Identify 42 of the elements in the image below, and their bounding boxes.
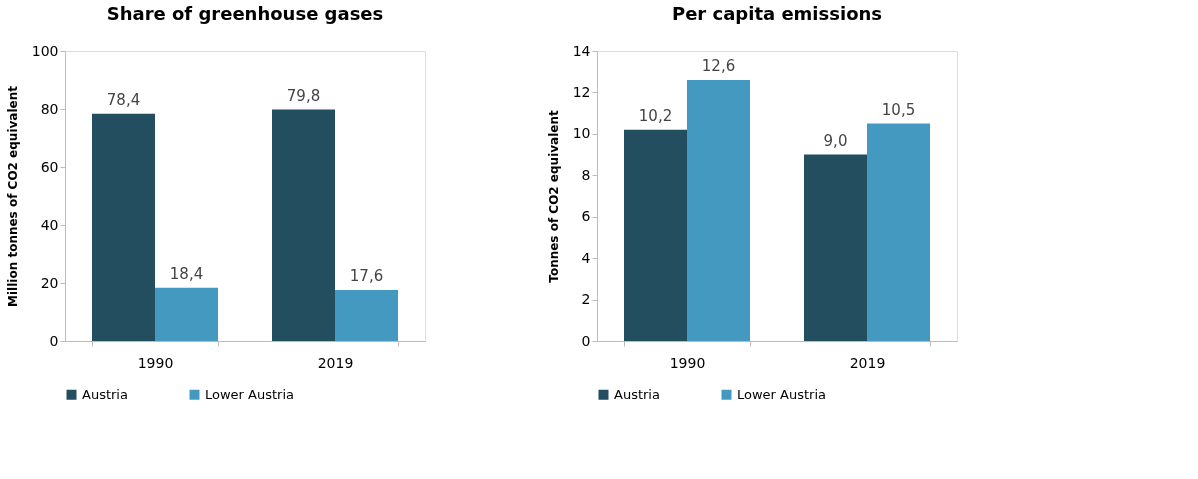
data-label: 79,8 <box>286 86 321 105</box>
legend-label: Lower Austria <box>205 386 295 402</box>
chart-title: Per capita emissions <box>671 3 883 24</box>
bar <box>92 113 155 341</box>
y-tick-label: 12 <box>572 83 591 100</box>
data-label: 17,6 <box>349 266 384 285</box>
y-tick-label: 60 <box>40 158 59 175</box>
y-tick-label: 20 <box>40 274 59 291</box>
x-tick-label: 2019 <box>317 354 354 371</box>
legend-label: Lower Austria <box>737 386 827 402</box>
x-tick-label: 1990 <box>137 354 174 371</box>
data-label: 9,0 <box>823 131 848 150</box>
x-tick-label: 1990 <box>669 354 706 371</box>
y-tick-label: 80 <box>40 100 59 117</box>
bar <box>272 109 335 341</box>
y-axis-title: Million tonnes of CO2 equivalent <box>5 85 20 307</box>
y-tick-label: 100 <box>31 42 59 59</box>
chart-title: Share of greenhouse gases <box>106 3 384 24</box>
data-label: 78,4 <box>106 90 141 109</box>
data-label: 18,4 <box>169 264 204 283</box>
y-tick-label: 14 <box>572 42 591 59</box>
bar <box>804 154 867 341</box>
y-tick-label: 0 <box>581 332 591 349</box>
bar <box>687 80 750 341</box>
bar <box>335 289 398 341</box>
y-tick-label: 4 <box>581 249 591 266</box>
data-label: 12,6 <box>701 57 736 75</box>
bar <box>867 123 930 341</box>
legend-label: Austria <box>82 386 128 402</box>
data-label: 10,2 <box>638 106 673 125</box>
y-tick-label: 40 <box>40 216 59 233</box>
y-axis-title: Tonnes of CO2 equivalent <box>546 110 561 283</box>
bar <box>155 287 218 341</box>
bar <box>624 129 687 341</box>
y-tick-label: 6 <box>581 208 591 225</box>
y-tick-label: 8 <box>581 166 591 183</box>
legend-label: Austria <box>614 386 660 402</box>
y-tick-label: 2 <box>581 291 591 308</box>
data-label: 10,5 <box>881 100 916 119</box>
x-tick-label: 2019 <box>849 354 886 371</box>
y-tick-label: 10 <box>572 125 591 142</box>
y-tick-label: 0 <box>49 332 59 349</box>
